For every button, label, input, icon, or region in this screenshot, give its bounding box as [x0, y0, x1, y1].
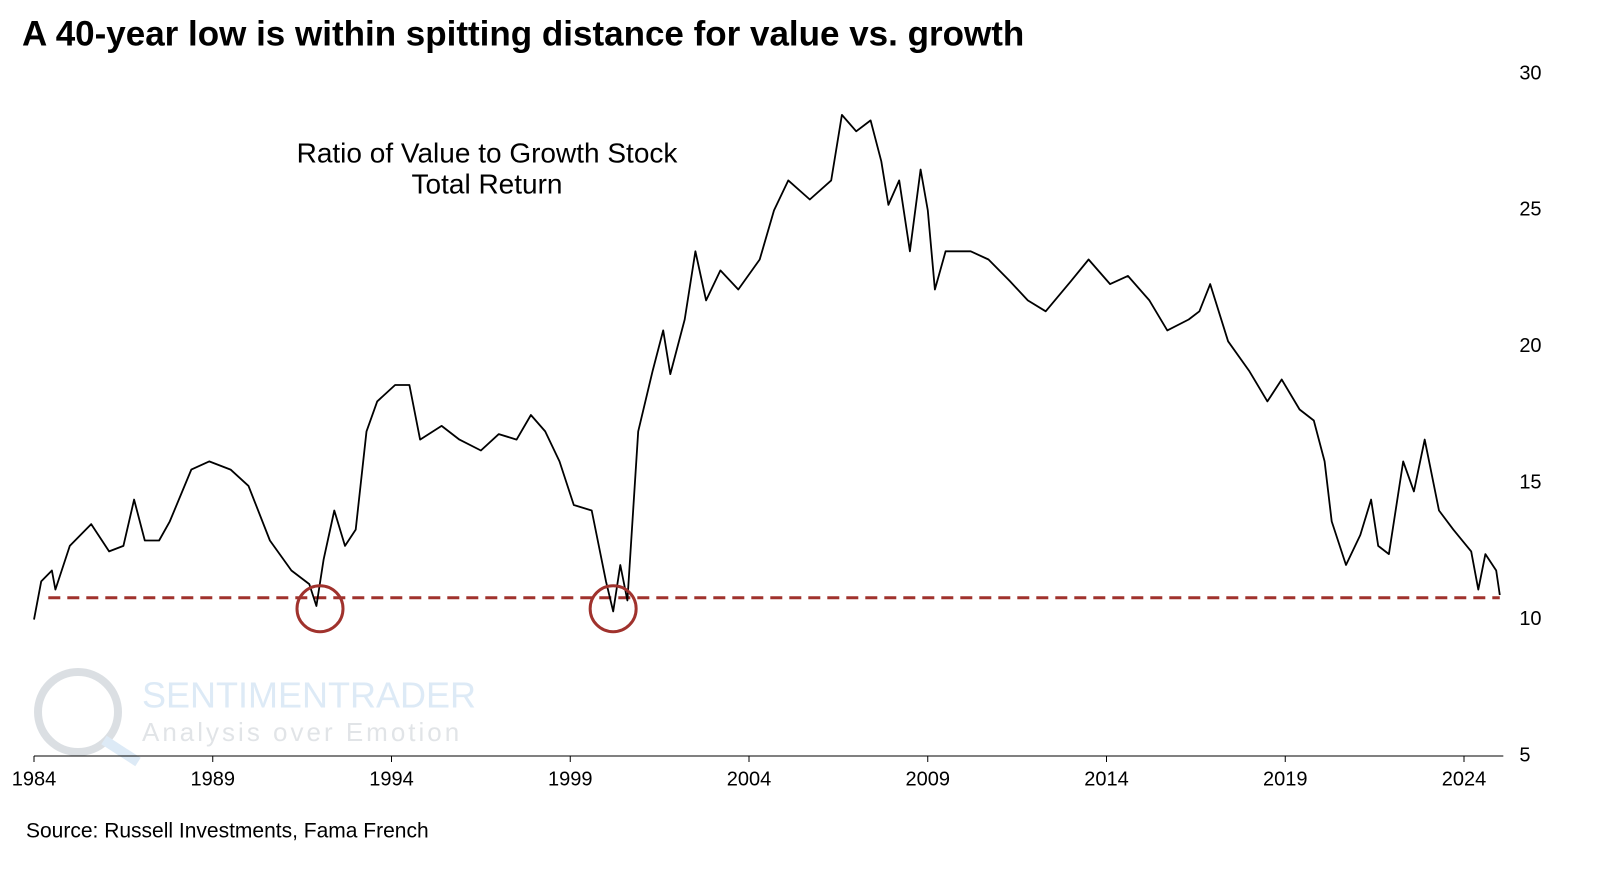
x-tick-label: 1984: [12, 768, 57, 790]
highlight-circle: [588, 584, 638, 634]
annotation: Ratio of Value to Growth Stock: [297, 137, 679, 168]
x-tick-label: 2019: [1263, 768, 1308, 790]
watermark-logo: [101, 735, 141, 767]
data-line: [33, 114, 1501, 620]
watermark-logo: [34, 668, 122, 756]
x-tick-label: 2004: [727, 768, 772, 790]
watermark: SENTIMENTRADER Analysis over Emotion: [34, 668, 476, 767]
y-tick-label: 25: [1519, 199, 1541, 221]
x-tick-label: 1989: [191, 768, 236, 790]
y-tick-label: 15: [1519, 471, 1541, 493]
watermark-text: Analysis over Emotion: [142, 717, 462, 747]
x-tick-label: 2024: [1442, 768, 1487, 790]
x-tick-label: 2014: [1084, 768, 1129, 790]
source-note: Source: Russell Investments, Fama French: [26, 820, 429, 843]
x-tick-label: 1994: [369, 768, 414, 790]
y-tick-label: 20: [1519, 335, 1541, 357]
x-tick-label: 2009: [906, 768, 951, 790]
chart-title: A 40-year low is within spitting distanc…: [22, 14, 1024, 53]
annotation: Total Return: [412, 168, 563, 199]
y-tick-label: 10: [1519, 608, 1541, 630]
x-tick-label: 1999: [548, 768, 593, 790]
highlight-circle: [295, 584, 345, 634]
y-tick-label: 30: [1519, 62, 1541, 84]
watermark-text: SENTIMENTRADER: [142, 675, 476, 716]
y-tick-label: 5: [1519, 744, 1530, 766]
